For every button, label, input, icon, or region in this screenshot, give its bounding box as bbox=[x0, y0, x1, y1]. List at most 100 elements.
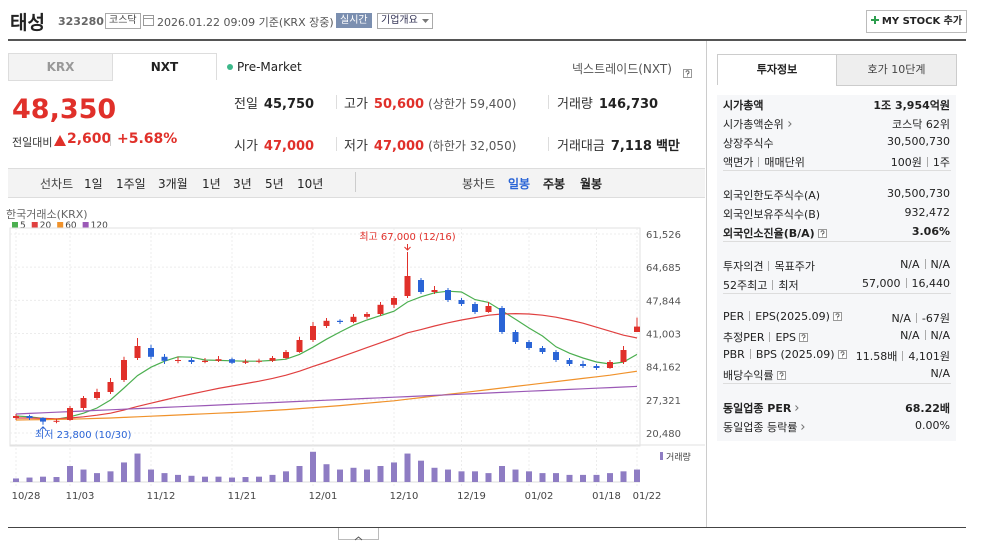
change: 2,600 bbox=[67, 131, 112, 147]
more-icon[interactable] bbox=[800, 423, 806, 431]
stat: 고가 50,600 (상한가 59,400) bbox=[344, 93, 516, 112]
period-button[interactable]: 1일 bbox=[84, 177, 103, 191]
label-part: 추정PER bbox=[723, 331, 765, 344]
label-part: 외국인보유주식수(B) bbox=[723, 208, 821, 221]
label-part: 상장주식수 bbox=[723, 137, 774, 150]
mystock-button[interactable]: MY STOCK 추가 bbox=[866, 10, 967, 33]
volume-bar bbox=[323, 464, 330, 482]
period-button[interactable]: 3개월 bbox=[158, 177, 188, 191]
chevron-up bbox=[354, 536, 363, 541]
tab-krx[interactable]: KRX bbox=[8, 53, 113, 81]
info-value: N/A N/A bbox=[900, 329, 950, 342]
group-sep bbox=[723, 383, 951, 384]
candle-body bbox=[499, 308, 505, 332]
toolbar-label: 봉차트 bbox=[462, 177, 496, 191]
tab-nxt[interactable]: NXT bbox=[112, 53, 217, 80]
collapse-button[interactable] bbox=[338, 528, 379, 541]
volume-bar bbox=[485, 473, 492, 482]
x-tick-label: 12/19 bbox=[457, 491, 486, 502]
chart-source: 한국거래소(KRX) bbox=[6, 208, 88, 221]
info-value: 932,472 bbox=[905, 206, 951, 219]
help-icon[interactable] bbox=[832, 312, 842, 321]
help-icon[interactable] bbox=[680, 62, 692, 81]
calendar-icon bbox=[143, 15, 154, 26]
candle-body bbox=[512, 332, 519, 342]
side-tab[interactable]: 투자정보 bbox=[717, 54, 837, 85]
help-icon[interactable] bbox=[776, 371, 786, 380]
more-icon[interactable] bbox=[794, 404, 800, 412]
help-icon[interactable] bbox=[817, 229, 827, 238]
realtime-badge[interactable]: 실시간 bbox=[336, 13, 372, 28]
volume-bar bbox=[350, 467, 357, 482]
separator bbox=[926, 157, 928, 167]
low-arrow bbox=[39, 426, 47, 431]
x-tick-label: 11/03 bbox=[66, 491, 95, 502]
volume-bar bbox=[13, 478, 19, 482]
candle-body bbox=[94, 392, 100, 398]
value-part: N/A bbox=[930, 258, 950, 271]
legend-label: 5 bbox=[20, 221, 26, 231]
low-note: 최저 23,800 (10/30) bbox=[35, 429, 131, 441]
volume-bar bbox=[377, 466, 384, 482]
info-label: PBR BPS (2025.09) bbox=[723, 348, 847, 361]
x-tick-label: 12/01 bbox=[309, 491, 338, 502]
period-button[interactable]: 1년 bbox=[202, 177, 221, 191]
separator bbox=[769, 332, 771, 342]
period-button[interactable]: 월봉 bbox=[580, 177, 603, 191]
footer-rule bbox=[8, 527, 966, 528]
candle-body bbox=[107, 382, 114, 392]
help-icon[interactable] bbox=[799, 333, 809, 342]
volume-bar bbox=[242, 477, 249, 482]
x-tick-label: 01/02 bbox=[525, 491, 554, 502]
help-icon[interactable] bbox=[683, 69, 692, 78]
stat-sep bbox=[336, 95, 337, 109]
candle-body bbox=[242, 361, 249, 363]
candle-body bbox=[134, 346, 141, 358]
more-icon[interactable] bbox=[787, 120, 793, 128]
period-button[interactable]: 일봉 bbox=[508, 177, 531, 191]
stat-label: 전일 bbox=[234, 97, 258, 112]
help-icon[interactable] bbox=[837, 350, 847, 359]
volume-bar bbox=[121, 462, 127, 482]
candle-body bbox=[620, 350, 627, 362]
info-value: N/A bbox=[931, 367, 950, 380]
candle-body bbox=[121, 360, 127, 380]
value-part: 코스닥 62위 bbox=[892, 118, 950, 131]
period-button[interactable]: 5년 bbox=[265, 177, 284, 191]
label-part: 투자의견 bbox=[723, 260, 764, 273]
chevron bbox=[787, 121, 792, 127]
volume-bar bbox=[94, 473, 100, 482]
stat-label: 고가 bbox=[344, 97, 368, 112]
period-button[interactable]: 1주일 bbox=[116, 177, 146, 191]
stat-value: 146,730 bbox=[598, 97, 659, 112]
high-arrow bbox=[404, 244, 411, 251]
help-glyph bbox=[835, 313, 840, 318]
help-dot bbox=[841, 356, 843, 358]
period-button[interactable]: 3년 bbox=[233, 177, 252, 191]
legend-swatch bbox=[57, 222, 64, 228]
candle-body bbox=[229, 359, 235, 363]
volume-bar bbox=[472, 471, 478, 482]
side-tab[interactable]: 호가 10단계 bbox=[836, 54, 957, 86]
candle-body bbox=[202, 360, 208, 362]
current-price: 48,350 bbox=[12, 94, 117, 125]
info-value: N/A -67원 bbox=[891, 310, 950, 326]
info-label: 동일업종 등락률 bbox=[723, 419, 806, 435]
candle-body bbox=[458, 300, 465, 304]
info-label: 상장주식수 bbox=[723, 135, 774, 151]
candle-body bbox=[418, 280, 424, 292]
plus-icon bbox=[870, 16, 879, 24]
legend-swatch bbox=[12, 222, 18, 228]
period-button[interactable]: 10년 bbox=[297, 177, 324, 191]
dropdown-icon bbox=[421, 19, 429, 23]
separator bbox=[915, 313, 917, 323]
info-value: 30,500,730 bbox=[887, 135, 950, 148]
label-part: 동일업종 PER bbox=[723, 402, 792, 415]
volume-bar bbox=[53, 477, 60, 482]
value-part: 11.58배 bbox=[855, 350, 898, 363]
y-tick-label: 27,321 bbox=[646, 396, 681, 407]
info-value: 30,500,730 bbox=[887, 187, 950, 200]
price-chart: 한국거래소(KRX)5 20 60 120 61,526 64,685 47,844 41,0… bbox=[6, 208, 705, 502]
period-button[interactable]: 주봉 bbox=[543, 177, 566, 191]
company-button[interactable]: 기업개요 bbox=[377, 13, 433, 29]
